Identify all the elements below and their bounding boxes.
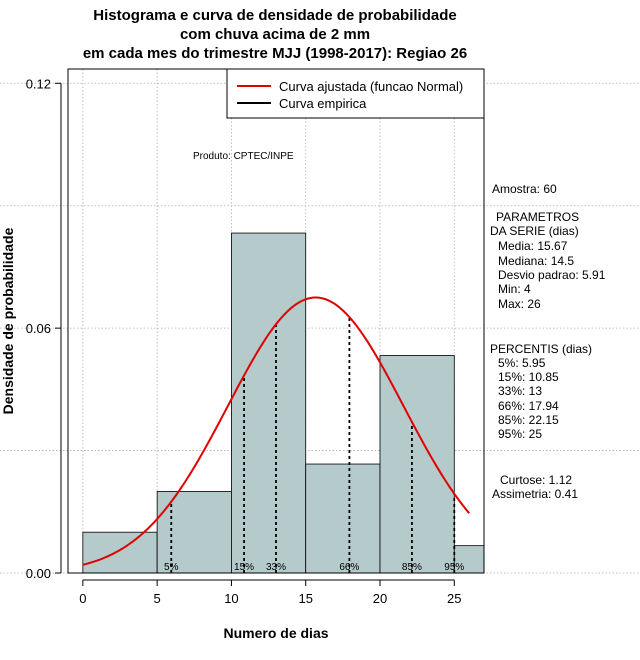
percentile-lines [170,317,456,573]
stat-p15: 15%: 10.85 [498,370,559,384]
statistics-panel: Amostra: 60 PARAMETROS DA SERIE (dias) M… [490,182,606,501]
stat-sample-size: Amostra: 60 [492,182,557,196]
stat-std-dev: Desvio padrao: 5.91 [498,268,606,282]
x-tick-label: 5 [154,591,161,606]
legend: Curva ajustada (funcao Normal) Curva emp… [226,68,485,119]
percentile-label-33: 33% [266,562,286,573]
stat-kurtosis: Curtose: 1.12 [500,473,572,487]
stat-median: Mediana: 14.5 [498,254,574,268]
x-tick-label: 20 [373,591,387,606]
y-axis: 0.00 0.06 0.12 [26,76,62,581]
stat-percentiles-header: PERCENTIS (dias) [490,342,592,356]
x-tick-label: 10 [224,591,238,606]
x-tick-label: 0 [79,591,86,606]
x-axis: 0 5 10 15 20 25 [79,579,462,606]
chart-title-line-2: com chuva acima de 2 mm [180,26,370,43]
y-axis-title: Densidade de probabilidade [0,227,16,414]
y-tick-label: 0.06 [26,321,51,336]
stat-p33: 33%: 13 [498,384,542,398]
stat-params-header: PARAMETROS [496,210,579,224]
legend-label-fitted: Curva ajustada (funcao Normal) [279,79,463,94]
percentile-label-95: 95% [444,562,464,573]
product-credit: Produto: CPTEC/INPE [193,151,294,162]
percentile-label-66: 66% [339,562,359,573]
stat-max: Max: 26 [498,297,541,311]
x-tick-label: 15 [298,591,312,606]
stat-min: Min: 4 [498,282,531,296]
legend-box [226,68,485,119]
percentile-label-15: 15% [234,562,254,573]
chart-title-line-1: Histograma e curva de densidade de proba… [93,7,456,24]
percentile-label-5: 5% [164,562,179,573]
x-axis-title: Numero de dias [223,625,328,641]
legend-label-empirical: Curva empirica [279,96,367,111]
stat-p05: 5%: 5.95 [498,356,546,370]
stat-p95: 95%: 25 [498,427,542,441]
histogram-bar-5 [379,355,455,574]
y-tick-label: 0.12 [26,76,51,91]
histogram-bar-4 [305,463,381,574]
stat-mean: Media: 15.67 [498,239,568,253]
stat-skewness: Assimetria: 0.41 [492,487,578,501]
x-tick-label: 25 [447,591,461,606]
histogram-bar-1 [82,531,158,574]
histogram-bar-3 [231,232,307,574]
stat-params-subheader: DA SERIE (dias) [490,224,579,238]
percentile-label-85: 85% [402,562,422,573]
chart-title-line-3: em cada mes do trimestre MJJ (1998-2017)… [83,45,467,62]
histogram-bars [82,232,485,574]
y-tick-label: 0.00 [26,566,51,581]
percentile-labels: 5% 15% 33% 66% 85% 95% [164,562,464,573]
normal-fit-curve [82,296,470,566]
histogram-bar-2 [156,490,232,574]
stat-p66: 66%: 17.94 [498,399,559,413]
stat-p85: 85%: 22.15 [498,413,559,427]
